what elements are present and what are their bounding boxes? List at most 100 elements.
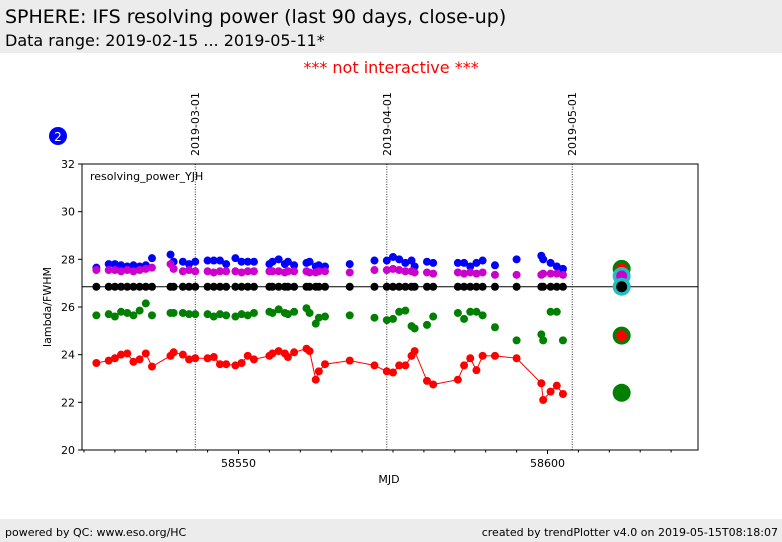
data-point-green — [129, 311, 138, 320]
data-point-black — [472, 282, 481, 291]
data-point-black — [283, 282, 292, 291]
data-point-red — [222, 360, 231, 369]
data-point-black — [185, 282, 194, 291]
data-point-green — [147, 311, 156, 320]
data-point-magenta — [147, 263, 156, 272]
data-point-green — [401, 306, 410, 315]
data-point-magenta — [283, 267, 292, 276]
data-point-black — [512, 282, 521, 291]
data-point-red — [243, 351, 252, 360]
data-point-magenta — [209, 268, 218, 277]
data-point-black — [169, 282, 178, 291]
data-point-black — [209, 282, 218, 291]
data-point-magenta — [552, 269, 561, 278]
data-point-black — [147, 282, 156, 291]
data-point-red — [460, 361, 469, 370]
data-point-magenta — [382, 266, 391, 275]
data-point-green — [345, 311, 354, 320]
data-point-blue — [401, 258, 410, 267]
data-point-blue — [490, 261, 499, 270]
y-tick-label: 32 — [61, 158, 75, 171]
data-point-magenta — [512, 270, 521, 279]
data-point-red — [268, 349, 277, 358]
data-point-blue — [104, 260, 113, 269]
y-tick-label: 22 — [61, 396, 75, 409]
data-point-black — [370, 282, 379, 291]
data-point-black — [305, 282, 314, 291]
data-point-magenta — [169, 264, 178, 273]
highlight-point — [616, 281, 628, 293]
data-point-green — [552, 307, 561, 316]
data-point-blue — [395, 255, 404, 264]
data-point-green — [237, 310, 246, 319]
data-point-red — [389, 368, 397, 377]
data-point-red — [237, 359, 246, 368]
data-point-magenta — [231, 267, 240, 276]
data-point-green — [460, 314, 469, 323]
data-point-magenta — [191, 267, 200, 276]
data-point-magenta — [410, 268, 419, 277]
data-point-blue — [110, 260, 119, 269]
data-point-blue — [429, 258, 438, 267]
data-point-blue — [209, 256, 218, 265]
data-point-black — [382, 282, 391, 291]
data-point-green — [290, 307, 299, 316]
y-tick-label: 24 — [61, 349, 75, 362]
data-point-blue — [539, 255, 548, 264]
data-point-blue — [191, 257, 200, 266]
data-point-magenta — [314, 267, 323, 276]
data-point-black — [314, 282, 323, 291]
data-point-green — [243, 311, 252, 320]
data-point-red — [546, 387, 555, 396]
data-point-blue — [478, 256, 487, 265]
y-tick-label: 20 — [61, 444, 75, 457]
footer-bar: powered by QC: www.eso.org/HC created by… — [0, 519, 782, 542]
data-point-blue — [222, 260, 231, 269]
data-point-black — [117, 282, 126, 291]
data-point-green — [209, 312, 218, 321]
data-point-blue — [203, 256, 212, 265]
data-point-green — [453, 308, 462, 317]
panel-label: resolving_power_YJH — [90, 170, 203, 183]
plot-badge[interactable]: 2 — [49, 127, 67, 145]
data-point-magenta — [185, 266, 194, 275]
data-point-red — [429, 380, 438, 389]
data-point-magenta — [558, 270, 567, 279]
data-point-red — [311, 375, 320, 384]
data-point-red — [178, 350, 187, 359]
data-point-blue — [166, 250, 175, 259]
data-point-magenta — [490, 270, 499, 279]
data-point-black — [410, 282, 419, 291]
data-point-black — [222, 282, 231, 291]
data-point-black — [539, 282, 548, 291]
data-point-magenta — [290, 267, 299, 276]
data-point-blue — [389, 252, 397, 261]
footer-powered-by: powered by QC: www.eso.org/HC — [5, 526, 187, 539]
data-point-black — [243, 282, 252, 291]
data-point-magenta — [110, 266, 119, 275]
data-point-green — [321, 312, 330, 321]
data-point-black — [490, 282, 499, 291]
data-point-blue — [268, 257, 277, 266]
data-point-blue — [472, 258, 481, 267]
data-point-green — [117, 307, 126, 316]
data-point-red — [92, 359, 101, 368]
data-point-magenta — [401, 267, 410, 276]
data-point-magenta — [305, 268, 314, 277]
data-point-green — [314, 313, 323, 322]
data-point-blue — [370, 256, 379, 265]
data-point-magenta — [472, 269, 481, 278]
data-point-green — [558, 336, 567, 345]
data-point-magenta — [395, 266, 404, 275]
data-point-black — [135, 282, 144, 291]
data-point-red — [453, 375, 462, 384]
data-point-magenta — [268, 267, 277, 276]
data-point-blue — [185, 260, 194, 269]
data-point-black — [429, 282, 438, 291]
y-tick-label: 26 — [61, 301, 75, 314]
not-interactive-notice: *** not interactive *** — [303, 58, 479, 77]
data-point-black — [104, 282, 113, 291]
data-point-blue — [314, 261, 323, 270]
footer-created-by: created by trendPlotter v4.0 on 2019-05-… — [481, 526, 778, 539]
data-point-black — [401, 282, 410, 291]
